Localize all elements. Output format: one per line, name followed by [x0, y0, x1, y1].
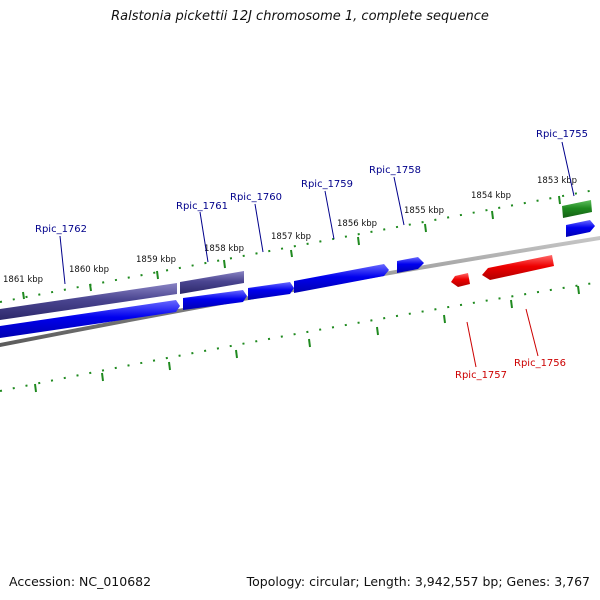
kbp-label-1861: 1861 kbp [3, 275, 43, 285]
kbp-label-1853: 1853 kbp [537, 176, 577, 186]
label-rpic-1759: Rpic_1759 [301, 179, 353, 190]
outer-major-ticks [22, 195, 561, 300]
gene-rpic-1762[interactable] [0, 283, 177, 320]
label-rpic-1756: Rpic_1756 [514, 358, 566, 369]
topology-summary: Topology: circular; Length: 3,942,557 bp… [246, 574, 590, 589]
label-rpic-1760: Rpic_1760 [230, 192, 282, 203]
label-rpic-1758: Rpic_1758 [369, 165, 421, 176]
label-rpic-1762: Rpic_1762 [35, 224, 87, 235]
map-title: Ralstonia pickettii 12J chromosome 1, co… [111, 9, 489, 24]
accession-text: Accession: NC_010682 [9, 574, 152, 589]
gene-rpic-1755[interactable] [566, 220, 595, 237]
gene-rna-green[interactable] [562, 200, 592, 218]
label-rpic-1761: Rpic_1761 [176, 201, 228, 212]
inner-major-ticks [34, 285, 580, 393]
gene-rpic-1756[interactable] [482, 255, 554, 280]
gene-rpic-1761[interactable] [180, 271, 244, 294]
kbp-label-1857: 1857 kbp [271, 232, 311, 242]
label-rpic-1757: Rpic_1757 [455, 370, 507, 381]
kbp-label-1858: 1858 kbp [204, 244, 244, 254]
gene-rpic-1759[interactable] [294, 264, 389, 293]
kbp-label-1859: 1859 kbp [136, 255, 176, 265]
chromosome-backbone [0, 236, 600, 347]
kbp-labels: 1853 kbp 1854 kbp 1855 kbp 1856 kbp 1857… [3, 176, 577, 285]
gene-blue-1[interactable] [0, 300, 180, 338]
gene-blue-2[interactable] [183, 290, 247, 310]
label-rpic-1755: Rpic_1755 [536, 129, 588, 140]
gene-rpic-1758[interactable] [397, 257, 424, 273]
kbp-label-1854: 1854 kbp [471, 191, 511, 201]
gene-rpic-1760[interactable] [248, 282, 294, 300]
kbp-label-1856: 1856 kbp [337, 219, 377, 229]
kbp-label-1855: 1855 kbp [404, 206, 444, 216]
gene-labels: Rpic_1755 Rpic_1758 Rpic_1759 Rpic_1760 … [35, 129, 588, 381]
callout-lines [59, 141, 575, 368]
gene-rpic-1757[interactable] [451, 273, 470, 287]
kbp-label-1860: 1860 kbp [69, 265, 109, 275]
